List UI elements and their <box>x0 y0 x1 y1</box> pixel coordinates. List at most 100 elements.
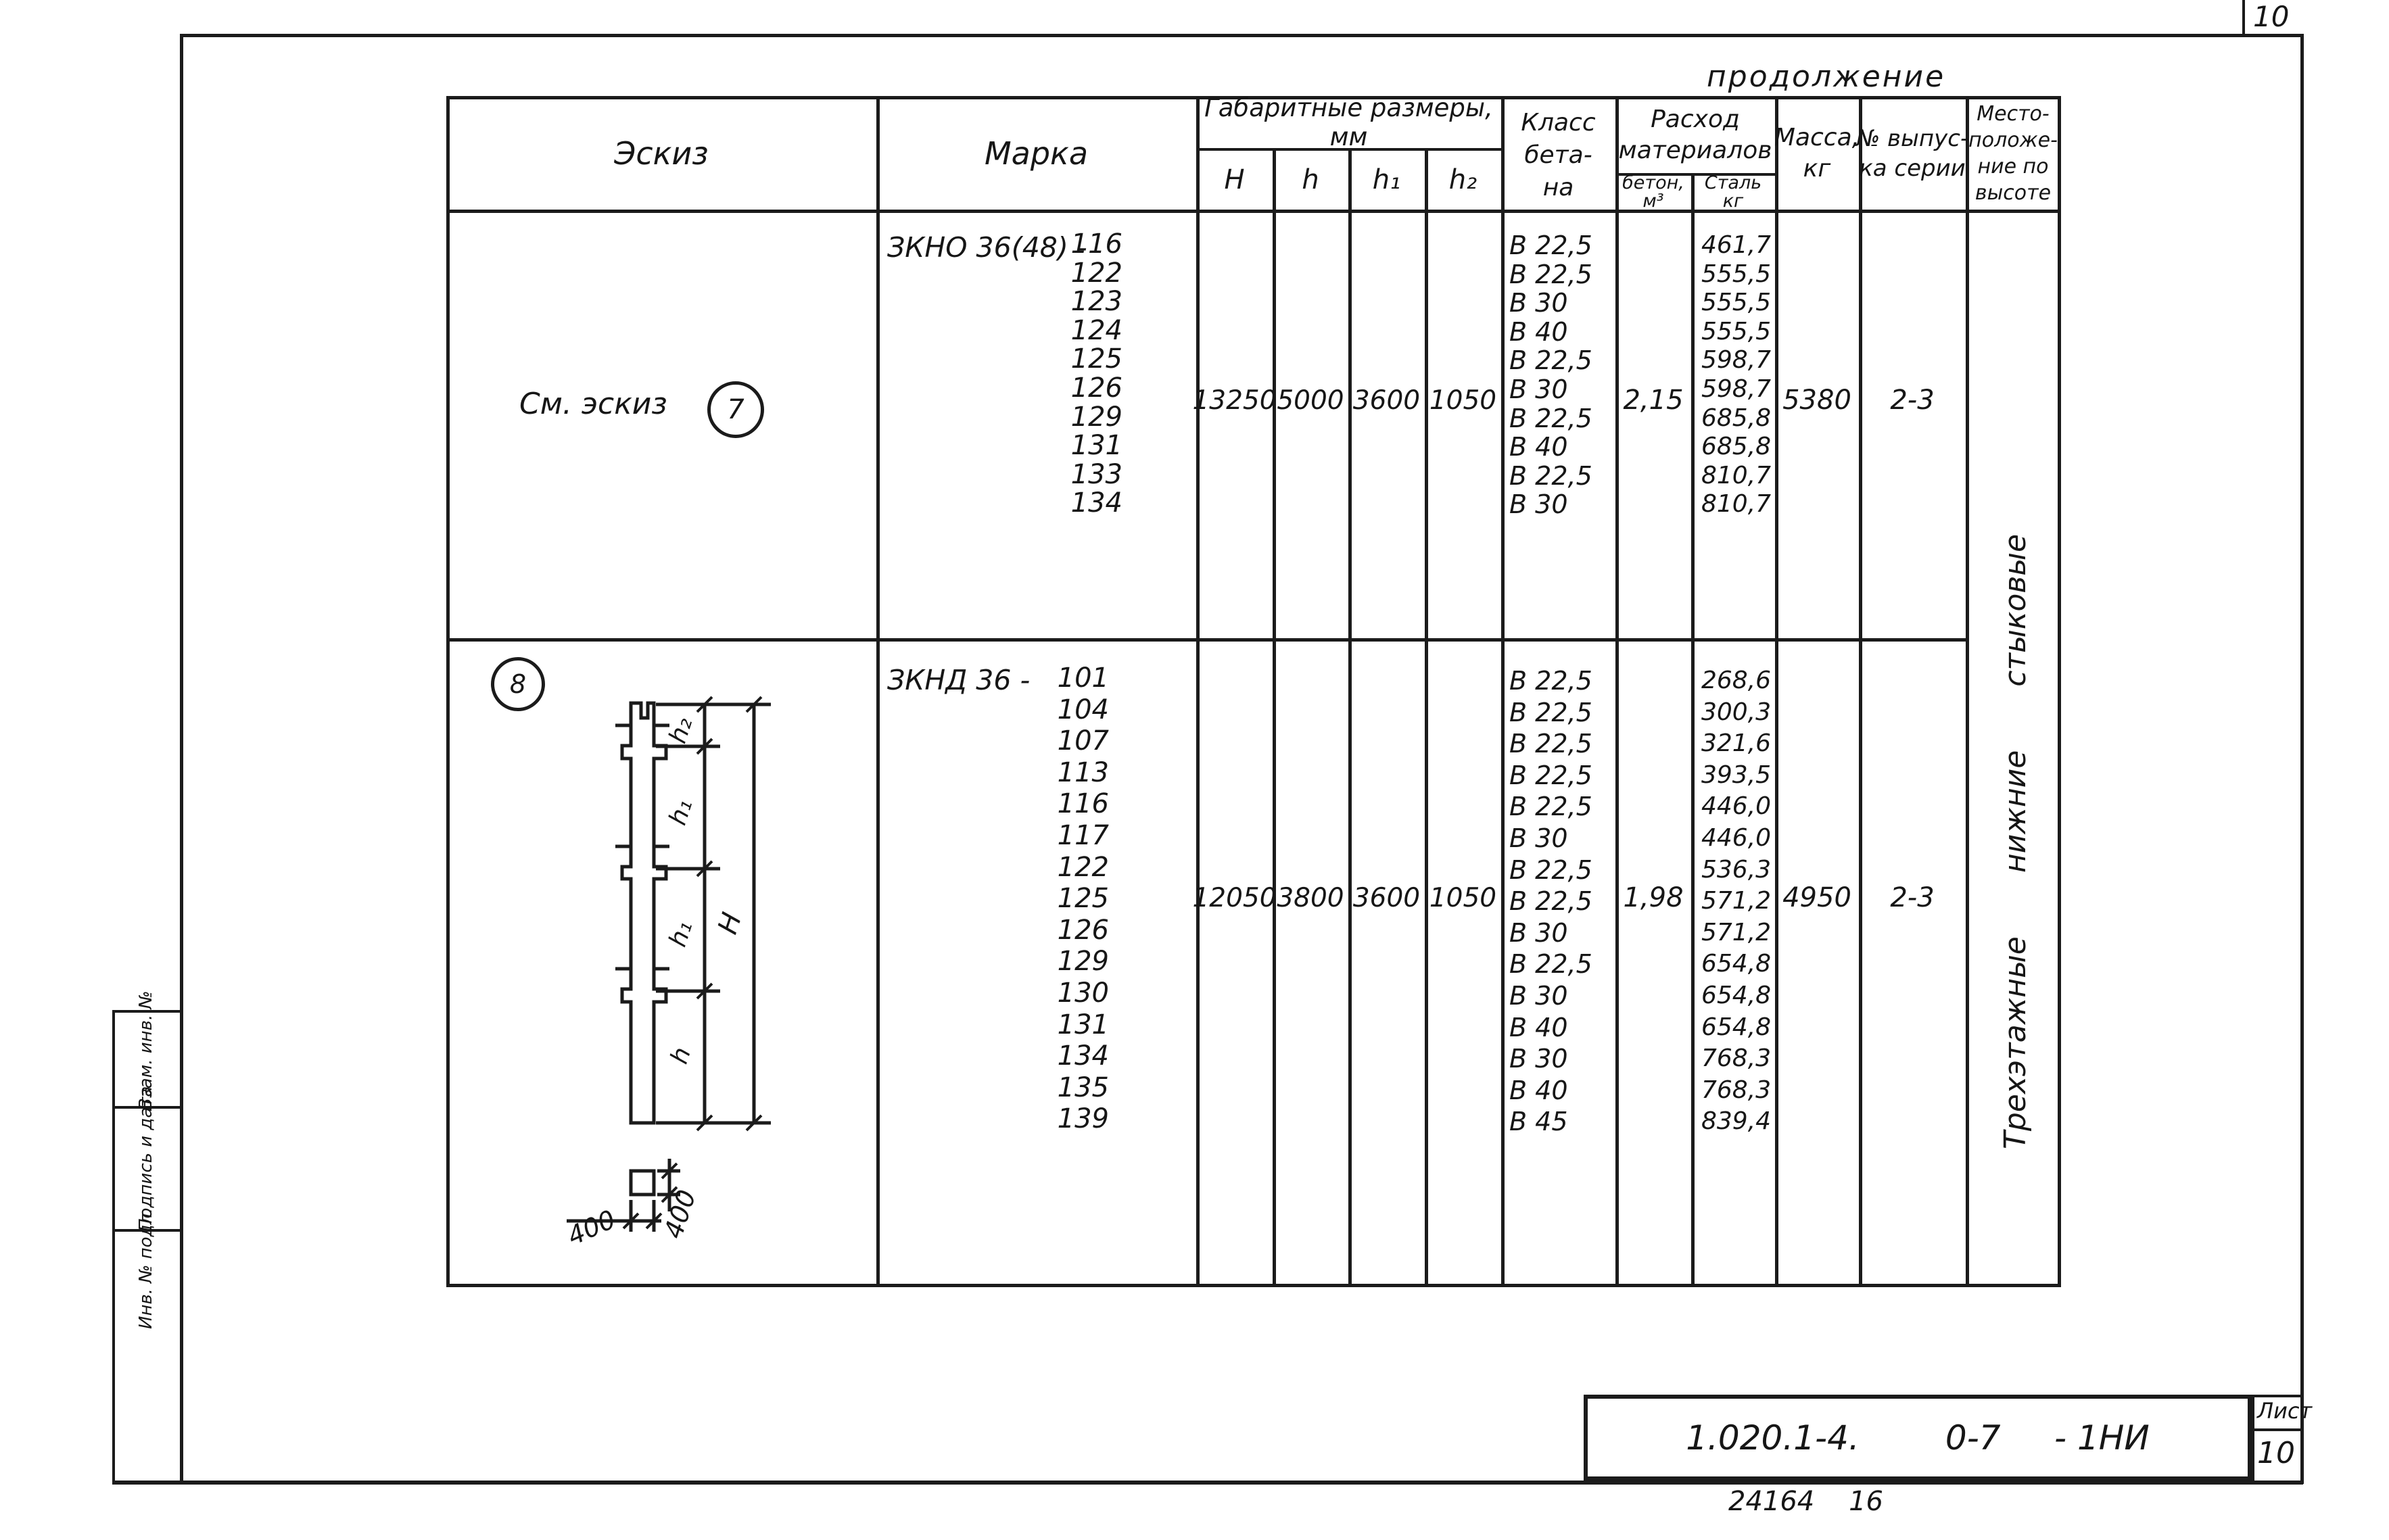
group1-steel-values: 461,7 555,5 555,5 555,5 598,7 598,7 685,8 685,8… <box>1701 231 1776 519</box>
steel-value: 598,7 <box>1701 346 1772 375</box>
col-divider-mass-series <box>1859 96 1862 1287</box>
steel-value: 393,5 <box>1701 761 1772 789</box>
dim-slash-ticks <box>661 1162 678 1203</box>
group2-sketch-ref-circle: 8 <box>491 657 545 711</box>
header-mass: Масса, кг <box>1774 96 1860 211</box>
group2-mass: 4950 <box>1782 882 1851 913</box>
page-number: 10 <box>2253 0 2290 33</box>
table-rowgroup-divider <box>446 638 1966 642</box>
mark-number: 129 <box>1057 946 1109 978</box>
table-left-border <box>446 96 450 1287</box>
dim-label-h1-lower: h₁ <box>664 917 699 950</box>
header-line: ка серии <box>1859 155 1966 182</box>
group1-mass: 5380 <box>1782 385 1851 416</box>
steel-value: 300,3 <box>1701 698 1772 726</box>
steel-value: 321,6 <box>1701 729 1772 758</box>
group1-sketch-ref-circle: 7 <box>707 381 764 438</box>
header-line: Масса, <box>1774 124 1860 151</box>
header-materials-group: Расход материалов <box>1615 99 1775 172</box>
header-concrete-class: Класс бета-на <box>1501 101 1615 210</box>
concrete-class: В 30 <box>1509 288 1568 318</box>
col-divider-concrete-steel <box>1691 174 1695 1287</box>
column-outline <box>620 701 668 1125</box>
footer-code: 24164 16 <box>1728 1486 1884 1517</box>
group2-dim-H: 12050 <box>1192 882 1277 913</box>
concrete-class: В 30 <box>1509 980 1568 1011</box>
table-header-bottom-border <box>446 210 2061 213</box>
header-dim-h2: h₂ <box>1448 164 1477 195</box>
dim-label-h: h <box>665 1044 696 1067</box>
header-dim-H: H <box>1224 164 1245 195</box>
header-line: Место- <box>1977 102 2050 126</box>
header-line: м³ <box>1642 191 1664 212</box>
header-mark: Марка <box>984 135 1089 172</box>
steel-value: 446,0 <box>1701 823 1772 852</box>
group1-dim-H: 13250 <box>1192 385 1277 416</box>
title-block-designation: 1.020.1-4. 0-7 - 1НИ <box>1686 1418 2150 1458</box>
group1-concrete-volume: 2,15 <box>1623 385 1684 416</box>
steel-value: 685,8 <box>1701 433 1772 461</box>
group1-dim-h: 5000 <box>1277 385 1344 416</box>
steel-value: 768,3 <box>1701 1076 1772 1104</box>
table-bottom-border <box>446 1284 2061 1287</box>
mark-number: 135 <box>1057 1072 1109 1103</box>
concrete-class: В 30 <box>1509 823 1568 853</box>
title-block-sheet-top-line <box>2252 1395 2303 1397</box>
steel-value: 685,8 <box>1701 404 1772 432</box>
steel-value: 555,5 <box>1701 317 1772 345</box>
frame-top-line <box>180 34 2303 37</box>
concrete-class: В 40 <box>1509 316 1568 347</box>
frame-bottom-line <box>112 1481 2303 1485</box>
mark-number: 139 <box>1057 1103 1109 1135</box>
mark-number: 101 <box>1057 663 1109 694</box>
group1-dim-h1: 3600 <box>1352 385 1421 416</box>
concrete-class: В 30 <box>1509 374 1568 404</box>
concrete-class: В 40 <box>1509 432 1568 462</box>
steel-value: 768,3 <box>1701 1044 1772 1073</box>
group1-see-sketch-note: См. эскиз <box>519 387 667 421</box>
concrete-class: В 22,5 <box>1509 886 1592 917</box>
header-line: положе- <box>1968 128 2058 152</box>
steel-value: 571,2 <box>1701 887 1772 915</box>
steel-value: 810,7 <box>1701 490 1772 519</box>
mark-number: 116 <box>1070 228 1122 260</box>
header-dim-h1: h₁ <box>1372 164 1401 195</box>
margin-strip-outer-line <box>112 1010 115 1483</box>
concrete-class: В 40 <box>1509 1075 1568 1105</box>
mark-number: 131 <box>1057 1009 1109 1040</box>
header-line: ние по <box>1977 155 2049 178</box>
margin-stamp-inv: Инв. № подл. <box>136 1207 156 1329</box>
steel-value: 654,8 <box>1701 950 1772 978</box>
group2-dim-h: 3800 <box>1277 882 1344 913</box>
group2-dim-h2: 1050 <box>1429 882 1497 913</box>
mark-number: 117 <box>1057 819 1109 851</box>
header-line: на <box>1542 174 1574 201</box>
concrete-class: В 40 <box>1509 1012 1568 1042</box>
mark-number: 126 <box>1070 372 1122 404</box>
group2-concrete-volume: 1,98 <box>1623 882 1684 913</box>
header-concrete-m3: бетон, м³ <box>1615 174 1691 210</box>
steel-value: 555,5 <box>1701 260 1772 288</box>
dim-label-H: H <box>712 909 748 938</box>
header-line: высоте <box>1974 181 2052 205</box>
concrete-class: В 22,5 <box>1509 259 1592 289</box>
concrete-class: В 22,5 <box>1509 345 1592 376</box>
title-block-sheet-divider <box>2252 1428 2303 1431</box>
title-block-sheet-label: Лист <box>2257 1398 2313 1424</box>
concrete-class: В 30 <box>1509 1044 1568 1074</box>
header-line: кг <box>1803 155 1831 183</box>
header-dimensions-group: Габаритные размеры, мм <box>1204 93 1493 151</box>
dim-label-section-width: 400 <box>563 1204 620 1251</box>
mark-number: 113 <box>1057 756 1109 788</box>
steel-value: 810,7 <box>1701 461 1772 489</box>
dim-label-h2: h₂ <box>664 714 699 746</box>
concrete-class: В 45 <box>1509 1107 1568 1137</box>
group2-mark-prefix: ЗКНД 36 - <box>887 664 1031 696</box>
mark-number: 123 <box>1070 286 1122 318</box>
mark-number: 125 <box>1070 343 1122 375</box>
header-sketch: Эскиз <box>614 135 709 172</box>
mark-number: 134 <box>1070 487 1122 519</box>
header-series-issue: № выпус-ка серии <box>1856 96 1968 211</box>
col-divider-series-position <box>1966 96 1969 1287</box>
